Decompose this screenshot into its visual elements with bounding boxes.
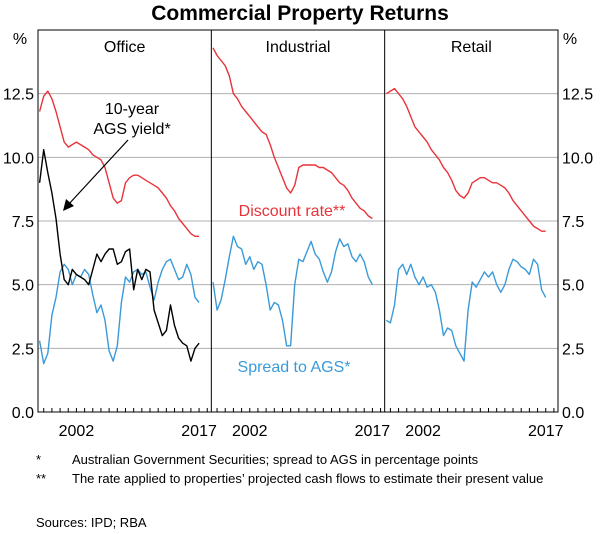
plot-frame [37, 29, 559, 413]
y-unit-left: % [13, 31, 27, 48]
y-unit-right: % [563, 31, 577, 48]
annotation-ags-arrow-shaft [67, 139, 129, 206]
chart-title: Commercial Property Returns [151, 2, 449, 25]
y-tick-right-0: 0.0 [562, 405, 584, 422]
x-tick-industrial-1: 2017 [355, 423, 391, 440]
series-line-retail-spread [385, 258, 547, 362]
y-tick-left-3: 7.5 [12, 214, 34, 231]
y-tick-right-3: 7.5 [562, 214, 584, 231]
footnote-2: ** The rate applied to properties’ proje… [36, 471, 596, 487]
x-tick-retail-1: 2017 [528, 423, 564, 440]
footnote-2-mark: ** [36, 471, 47, 486]
x-tick-retail-0: 2002 [405, 423, 441, 440]
annotation-spread: Spread to AGS* [238, 359, 351, 376]
x-tick-industrial-0: 2002 [232, 423, 268, 440]
footnote-2-text: The rate applied to properties’ projecte… [72, 471, 544, 486]
y-tick-left-5: 12.5 [3, 87, 34, 104]
panel-title-industrial: Industrial [266, 39, 331, 56]
chart: 0.0 0.0 2.5 2.5 5.0 5.0 7.5 7.5 10.0 10.0 12.5 12.5… [3, 29, 593, 440]
annotation-discount: Discount rate** [239, 203, 346, 220]
y-tick-left-4: 10.0 [3, 150, 34, 167]
x-tick-office-1: 2017 [181, 423, 217, 440]
footnote-1-text: Australian Government Securities; spread… [72, 452, 479, 467]
footnote-1: * Australian Government Securities; spre… [36, 452, 596, 468]
footnote-1-mark: * [36, 452, 42, 467]
x-tick-office-0: 2002 [59, 423, 95, 440]
y-tick-right-5: 12.5 [562, 87, 593, 104]
y-tick-right-1: 2.5 [562, 341, 584, 358]
panel-title-retail: Retail [451, 39, 492, 56]
series-line-retail-discount [385, 87, 546, 232]
series-line-industrial-spread [212, 235, 374, 347]
series-line-office-discount [38, 90, 200, 238]
series-line-industrial-discount [212, 47, 373, 220]
y-tick-right-2: 5.0 [562, 278, 584, 295]
annotation-ags-line2: AGS yield* [93, 121, 170, 138]
y-tick-left-2: 5.0 [12, 278, 34, 295]
footnotes: * Australian Government Securities; spre… [36, 452, 596, 490]
series-line-office-ags [38, 148, 200, 362]
y-tick-left-1: 2.5 [12, 341, 34, 358]
annotation-ags-line1: 10-year [105, 101, 160, 118]
series-line-office-spread [38, 258, 200, 365]
sources: Sources: IPD; RBA [36, 515, 147, 530]
annotation-ags-arrowhead [63, 199, 74, 211]
y-tick-right-4: 10.0 [562, 150, 593, 167]
panel-title-office: Office [104, 39, 146, 56]
y-tick-left-0: 0.0 [12, 405, 34, 422]
